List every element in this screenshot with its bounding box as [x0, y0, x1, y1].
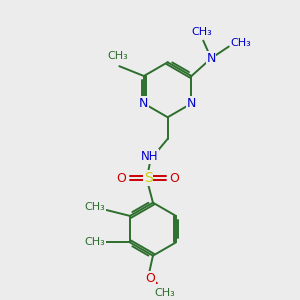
Text: N: N: [206, 52, 216, 65]
Text: N: N: [139, 97, 148, 110]
Text: CH₃: CH₃: [84, 202, 105, 212]
Text: N: N: [187, 97, 196, 110]
Text: CH₃: CH₃: [107, 51, 128, 62]
Text: CH₃: CH₃: [191, 27, 212, 37]
Text: O: O: [169, 172, 179, 184]
Text: CH₃: CH₃: [230, 38, 251, 48]
Text: O: O: [117, 172, 127, 184]
Text: NH: NH: [141, 150, 159, 163]
Text: O: O: [145, 272, 155, 285]
Text: CH₃: CH₃: [84, 237, 105, 248]
Text: CH₃: CH₃: [154, 288, 175, 298]
Text: S: S: [144, 171, 152, 185]
